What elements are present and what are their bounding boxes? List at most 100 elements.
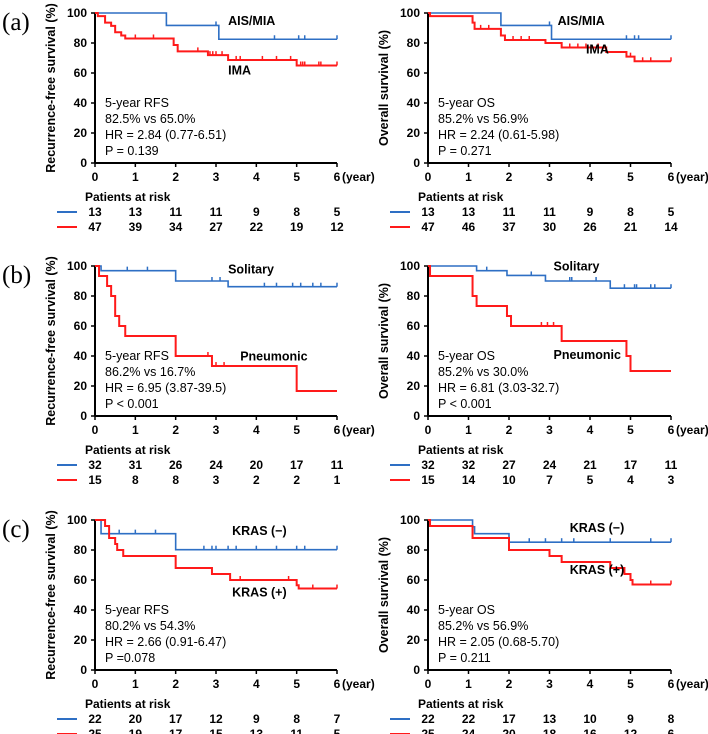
- stats-line: HR = 6.81 (3.03-32.7): [438, 381, 559, 395]
- at-risk-count: 1: [334, 473, 341, 487]
- x-tick-label: 1: [465, 423, 472, 437]
- x-tick-label: 5: [627, 423, 634, 437]
- at-risk-count: 15: [209, 727, 223, 734]
- y-tick-label: 20: [407, 633, 421, 647]
- series-label: KRAS (−): [570, 521, 625, 535]
- at-risk-count: 31: [129, 458, 143, 472]
- survival-curve-1: [428, 519, 671, 586]
- at-risk-count: 13: [250, 727, 264, 734]
- risk-table-title: Patients at risk: [85, 697, 171, 711]
- at-risk-count: 32: [462, 458, 476, 472]
- risk-table-title: Patients at risk: [418, 443, 504, 457]
- at-risk-count: 17: [624, 458, 638, 472]
- stats-line: 85.2% vs 56.9%: [438, 112, 528, 126]
- at-risk-count: 8: [668, 712, 675, 726]
- y-tick-label: 0: [80, 663, 87, 677]
- stats-line: HR = 2.24 (0.61-5.98): [438, 128, 559, 142]
- x-tick-label: 0: [92, 170, 99, 184]
- stats-line: P < 0.001: [438, 397, 492, 411]
- at-risk-count: 5: [668, 205, 675, 219]
- at-risk-count: 14: [462, 473, 476, 487]
- at-risk-count: 18: [543, 727, 557, 734]
- y-tick-label: 20: [407, 379, 421, 393]
- x-tick-label: 4: [587, 423, 594, 437]
- x-tick-label: 3: [213, 170, 220, 184]
- survival-curve-1: [95, 12, 337, 67]
- at-risk-count: 16: [583, 727, 597, 734]
- y-tick-label: 0: [413, 156, 420, 170]
- at-risk-count: 2: [293, 473, 300, 487]
- at-risk-count: 14: [664, 220, 678, 234]
- series-label: KRAS (+): [232, 586, 287, 600]
- at-risk-count: 25: [88, 727, 102, 734]
- x-tick-label: 0: [92, 423, 99, 437]
- x-tick-label: 1: [132, 677, 139, 691]
- at-risk-count: 10: [502, 473, 516, 487]
- at-risk-count: 13: [88, 205, 102, 219]
- at-risk-count: 7: [546, 473, 553, 487]
- x-tick-label: 6: [668, 423, 675, 437]
- series-label: IMA: [228, 64, 251, 78]
- y-tick-label: 80: [407, 289, 421, 303]
- series-label: Solitary: [228, 263, 274, 277]
- y-tick-label: 100: [400, 259, 420, 273]
- x-tick-label: 5: [627, 677, 634, 691]
- panel-label: (b): [2, 262, 31, 289]
- y-axis-label: Overall survival (%): [377, 537, 391, 653]
- survival-curve-1: [95, 265, 337, 392]
- km-plot-0: (a) Recurrence-free survival (%) 020406080…: [2, 3, 375, 234]
- x-tick-label: 0: [425, 170, 432, 184]
- stats-line: 5-year RFS: [105, 349, 169, 363]
- x-tick-label: 0: [92, 677, 99, 691]
- y-tick-label: 40: [407, 96, 421, 110]
- x-tick-label: 6: [334, 423, 341, 437]
- at-risk-count: 3: [668, 473, 675, 487]
- series-label: KRAS (+): [570, 563, 625, 577]
- at-risk-count: 17: [169, 727, 183, 734]
- at-risk-count: 9: [627, 712, 634, 726]
- at-risk-count: 39: [129, 220, 143, 234]
- x-tick-label: 1: [132, 170, 139, 184]
- y-tick-label: 80: [74, 543, 88, 557]
- at-risk-count: 5: [587, 473, 594, 487]
- at-risk-count: 19: [290, 220, 304, 234]
- at-risk-count: 22: [250, 220, 264, 234]
- y-axis-label: Overall survival (%): [377, 283, 391, 399]
- x-tick-label: 6: [334, 170, 341, 184]
- series-label: Solitary: [554, 260, 600, 274]
- y-tick-label: 40: [74, 603, 88, 617]
- x-tick-label: 0: [425, 677, 432, 691]
- at-risk-count: 12: [209, 712, 223, 726]
- risk-table-title: Patients at risk: [418, 190, 504, 204]
- at-risk-count: 2: [253, 473, 260, 487]
- stats-line: 5-year OS: [438, 349, 495, 363]
- at-risk-count: 13: [421, 205, 435, 219]
- x-tick-label: 1: [465, 677, 472, 691]
- at-risk-count: 10: [583, 712, 597, 726]
- x-tick-label: 4: [253, 423, 260, 437]
- at-risk-count: 13: [462, 205, 476, 219]
- y-tick-label: 60: [407, 573, 421, 587]
- at-risk-count: 7: [334, 712, 341, 726]
- at-risk-count: 11: [665, 458, 678, 472]
- y-tick-label: 100: [400, 513, 420, 527]
- stats-line: 5-year RFS: [105, 96, 169, 110]
- x-tick-label: 3: [213, 423, 220, 437]
- series-label: Pneumonic: [240, 350, 307, 364]
- at-risk-count: 22: [462, 712, 476, 726]
- at-risk-count: 8: [627, 205, 634, 219]
- stats-line: P = 0.139: [105, 144, 159, 158]
- survival-curve-0: [95, 519, 337, 551]
- stats-line: 5-year OS: [438, 603, 495, 617]
- stats-line: HR = 2.05 (0.68-5.70): [438, 635, 559, 649]
- at-risk-count: 32: [421, 458, 435, 472]
- at-risk-count: 8: [172, 473, 179, 487]
- at-risk-count: 22: [88, 712, 102, 726]
- km-plot-1: Overall survival (%) 0 20 40 60 80 100 0 1 2 3 4 5 6(…: [377, 6, 708, 234]
- y-tick-label: 20: [74, 633, 88, 647]
- at-risk-count: 13: [129, 205, 143, 219]
- x-tick-label: 4: [587, 677, 594, 691]
- at-risk-count: 5: [334, 205, 341, 219]
